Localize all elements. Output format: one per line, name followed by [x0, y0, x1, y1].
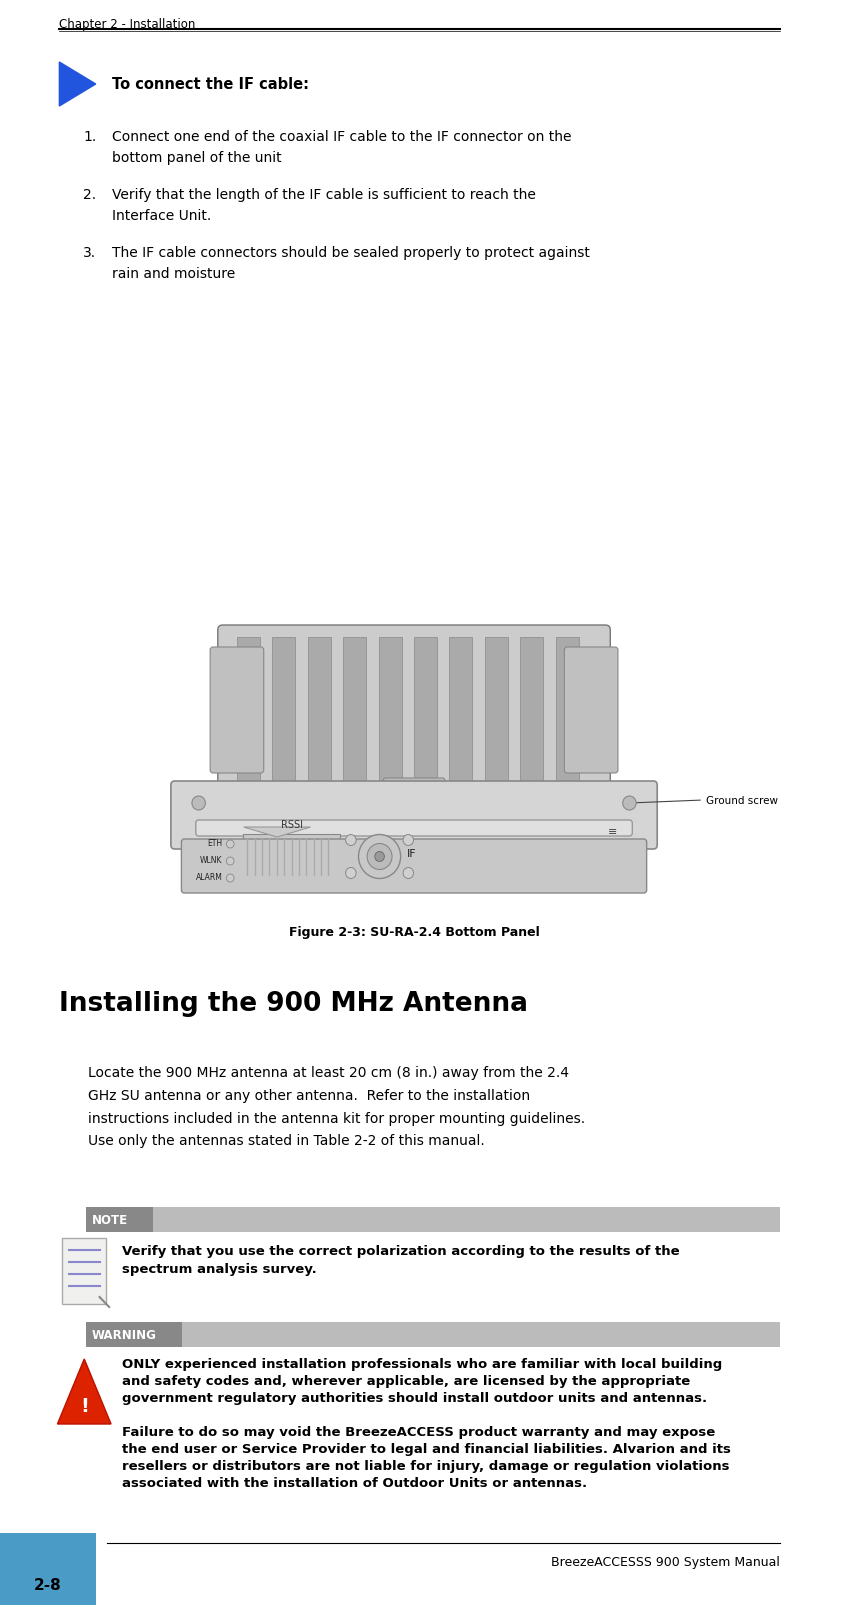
- FancyBboxPatch shape: [308, 637, 330, 783]
- Circle shape: [367, 844, 392, 870]
- Text: RSSI: RSSI: [280, 820, 303, 830]
- Circle shape: [192, 796, 205, 811]
- FancyBboxPatch shape: [343, 637, 366, 783]
- Text: WARNING: WARNING: [92, 1329, 157, 1342]
- Text: Failure to do so may void the BreezeACCESS product warranty and may expose
the e: Failure to do so may void the BreezeACCE…: [122, 1425, 730, 1489]
- Circle shape: [375, 852, 384, 862]
- Text: Verify that you use the correct polarization according to the results of the
spe: Verify that you use the correct polariza…: [122, 1244, 679, 1276]
- Circle shape: [403, 835, 413, 846]
- FancyBboxPatch shape: [62, 1237, 106, 1305]
- Text: !: !: [80, 1396, 89, 1416]
- Text: 2.: 2.: [83, 188, 96, 202]
- FancyBboxPatch shape: [218, 626, 611, 796]
- Circle shape: [227, 841, 234, 849]
- Text: Figure 2-3: SU-RA-2.4 Bottom Panel: Figure 2-3: SU-RA-2.4 Bottom Panel: [289, 926, 540, 939]
- FancyBboxPatch shape: [153, 1207, 780, 1233]
- FancyBboxPatch shape: [0, 1533, 96, 1605]
- FancyBboxPatch shape: [521, 637, 543, 783]
- Text: WLNK: WLNK: [200, 855, 222, 865]
- Circle shape: [403, 868, 413, 880]
- Text: Chapter 2 - Installation: Chapter 2 - Installation: [60, 18, 195, 30]
- Text: 2-8: 2-8: [34, 1578, 61, 1592]
- Circle shape: [346, 868, 356, 880]
- Circle shape: [358, 835, 400, 880]
- Text: The IF cable connectors should be sealed properly to protect against
rain and mo: The IF cable connectors should be sealed…: [112, 246, 590, 281]
- FancyBboxPatch shape: [171, 782, 657, 849]
- FancyBboxPatch shape: [555, 637, 579, 783]
- FancyBboxPatch shape: [182, 1323, 780, 1347]
- Polygon shape: [60, 63, 96, 108]
- FancyBboxPatch shape: [564, 647, 618, 774]
- FancyBboxPatch shape: [272, 637, 295, 783]
- FancyBboxPatch shape: [86, 1207, 153, 1233]
- Text: To connect the IF cable:: To connect the IF cable:: [112, 77, 309, 93]
- Polygon shape: [244, 828, 311, 838]
- Text: 3.: 3.: [83, 246, 96, 260]
- FancyBboxPatch shape: [182, 839, 647, 894]
- Polygon shape: [57, 1359, 111, 1424]
- FancyBboxPatch shape: [450, 637, 472, 783]
- Circle shape: [227, 857, 234, 865]
- Text: Verify that the length of the IF cable is sufficient to reach the
Interface Unit: Verify that the length of the IF cable i…: [112, 188, 536, 223]
- Text: IF: IF: [407, 849, 416, 859]
- Text: NOTE: NOTE: [92, 1213, 128, 1226]
- Circle shape: [227, 875, 234, 883]
- FancyBboxPatch shape: [379, 637, 401, 783]
- FancyBboxPatch shape: [195, 820, 632, 836]
- FancyBboxPatch shape: [210, 647, 264, 774]
- FancyBboxPatch shape: [243, 835, 340, 880]
- Text: Connect one end of the coaxial IF cable to the IF connector on the
bottom panel : Connect one end of the coaxial IF cable …: [112, 130, 572, 164]
- Text: ETH: ETH: [208, 839, 222, 847]
- Text: ≡: ≡: [607, 827, 617, 836]
- Text: Locate the 900 MHz antenna at least 20 cm (8 in.) away from the 2.4
GHz SU anten: Locate the 900 MHz antenna at least 20 c…: [88, 1066, 586, 1148]
- FancyBboxPatch shape: [414, 637, 437, 783]
- FancyBboxPatch shape: [237, 637, 260, 783]
- Text: BreezeACCESSS 900 System Manual: BreezeACCESSS 900 System Manual: [551, 1555, 780, 1568]
- Text: Installing the 900 MHz Antenna: Installing the 900 MHz Antenna: [60, 990, 529, 1016]
- Circle shape: [346, 835, 356, 846]
- FancyBboxPatch shape: [485, 637, 508, 783]
- FancyBboxPatch shape: [86, 1323, 182, 1347]
- Text: Ground screw: Ground screw: [706, 796, 778, 806]
- Text: 1.: 1.: [83, 130, 97, 144]
- FancyBboxPatch shape: [383, 778, 445, 801]
- Circle shape: [623, 796, 636, 811]
- Text: ALARM: ALARM: [195, 873, 222, 883]
- Text: ONLY experienced installation professionals who are familiar with local building: ONLY experienced installation profession…: [122, 1358, 721, 1404]
